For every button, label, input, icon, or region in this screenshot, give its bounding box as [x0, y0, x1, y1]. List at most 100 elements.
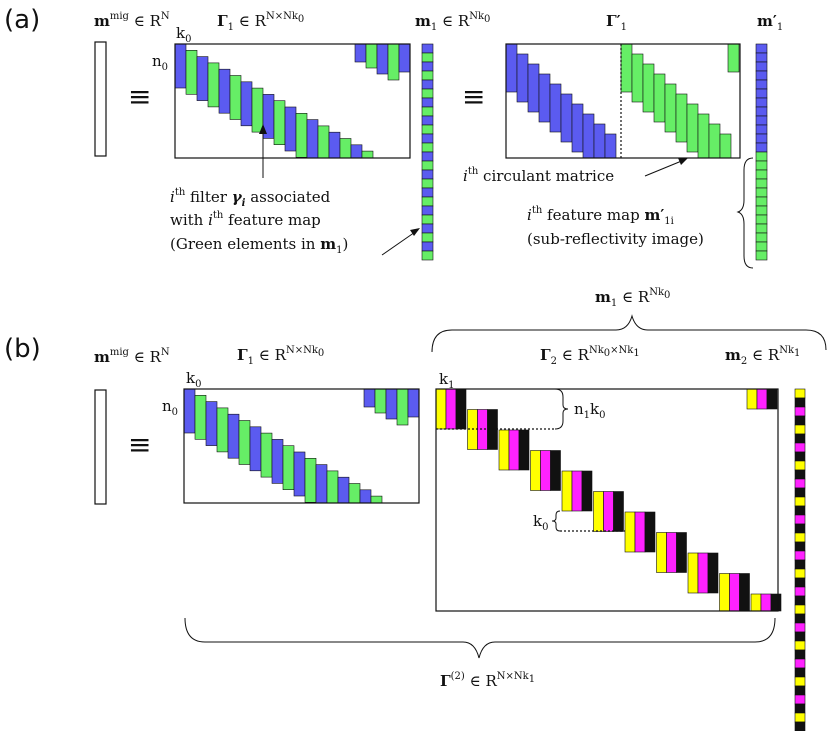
- m2-element: [794, 685, 806, 696]
- m1-prime-element: [755, 169, 768, 180]
- gamma2-matrix: [435, 388, 779, 612]
- feature-note-line2: (sub-reflectivity image): [527, 230, 704, 248]
- band-cell: [339, 138, 352, 159]
- m2-element: [794, 451, 806, 462]
- gamma2-cell: [687, 552, 699, 594]
- m-mig-vector-b: [94, 389, 107, 505]
- circulant-green-cell: [686, 103, 699, 153]
- k0-label-a: k0: [176, 24, 191, 45]
- m2-element: [794, 559, 806, 570]
- gamma2-cell: [719, 573, 730, 612]
- m1-element: [421, 214, 434, 225]
- circulant-arrow-head: [678, 158, 688, 165]
- m2-element: [794, 487, 806, 498]
- circulant-green-cell: [719, 133, 732, 159]
- circulant-blue-cell: [582, 113, 595, 159]
- m2-element: [794, 721, 806, 731]
- band-cell: [359, 489, 372, 504]
- band-cell: [361, 150, 374, 159]
- m1-prime-element: [755, 97, 768, 108]
- m2-element: [794, 460, 806, 471]
- filter-arrow-head: [259, 124, 267, 134]
- m2-label: m2 ∈ RNk1: [725, 345, 800, 367]
- m1-prime-element: [755, 43, 768, 54]
- m1-element: [421, 133, 434, 144]
- wrap-cell: [374, 388, 387, 414]
- m-mig-label-b: mmig ∈ RN: [94, 347, 170, 366]
- m1-brace-top: [431, 314, 827, 353]
- band-cell: [249, 426, 262, 472]
- gamma2-wrap-cell: [746, 388, 758, 410]
- band-cell: [205, 401, 218, 446]
- gamma2-cell: [561, 470, 573, 512]
- gamma2-cell: [498, 429, 510, 471]
- gamma1-prime-circulant-cells: [505, 43, 740, 159]
- filter-note-line1: ith filter γi associated: [170, 187, 331, 209]
- m2-element: [794, 649, 806, 660]
- m2-vector-cells: [794, 388, 806, 731]
- m1-prime-element: [755, 241, 768, 252]
- m2-element: [794, 469, 806, 480]
- gamma2-cell: [455, 388, 467, 430]
- m2-element: [794, 397, 806, 408]
- band-cell: [216, 407, 229, 453]
- m1-element: [421, 70, 434, 81]
- gamma2-cell: [445, 388, 457, 430]
- m2-element: [794, 604, 806, 615]
- band-cell: [227, 413, 240, 459]
- band-cell: [196, 56, 209, 101]
- gamma2-total-brace: [184, 617, 776, 659]
- m1-element: [421, 223, 434, 234]
- k0-label-b: k0: [186, 369, 201, 390]
- m2-element: [794, 478, 806, 489]
- gamma2-cell: [760, 593, 772, 612]
- m1-element: [421, 169, 434, 180]
- band-cell: [185, 49, 198, 95]
- n0-label-b: n0: [162, 397, 178, 418]
- m1-prime-vector-cells: [755, 43, 768, 261]
- gamma2-cell: [593, 491, 604, 532]
- circulant-green-cell: [620, 43, 633, 93]
- circulant-arrow: [644, 159, 685, 177]
- m2-element: [794, 568, 806, 579]
- band-cell: [337, 476, 350, 504]
- m2-element: [794, 424, 806, 435]
- gamma2-cell: [739, 573, 750, 612]
- band-cell: [240, 81, 253, 127]
- m1-prime-element: [755, 106, 768, 117]
- band-cell: [306, 119, 319, 159]
- band-cell: [273, 100, 286, 145]
- gamma2-cell: [518, 429, 530, 471]
- m1-element: [421, 205, 434, 216]
- m-mig-label: mmig ∈ RN: [94, 11, 170, 30]
- m2-element: [794, 496, 806, 507]
- circulant-green-cell: [697, 113, 710, 159]
- gamma2-cell: [707, 552, 719, 594]
- equiv-symbol-a2: ≡: [462, 80, 485, 113]
- circulant-green-cell: [708, 123, 721, 159]
- band-cell: [326, 470, 339, 504]
- circulant-blue-cell: [593, 123, 606, 159]
- wrap-cell: [363, 388, 376, 408]
- circulant-blue-cell: [604, 133, 617, 159]
- band-cell: [218, 68, 231, 114]
- gamma1-matrix-b: [183, 388, 420, 504]
- m1-element: [421, 61, 434, 72]
- gamma2-wrap-cell: [756, 388, 768, 410]
- m2-element: [794, 613, 806, 624]
- feature-map-brace: [736, 157, 754, 269]
- panel-a-label: (a): [4, 5, 40, 35]
- feature-note-line1: ith feature map m′1i: [527, 205, 674, 227]
- equiv-symbol-b: ≡: [128, 428, 151, 461]
- m2-element: [794, 433, 806, 444]
- panel-a: (a) mmig ∈ RN Γ1 ∈ RN×Nk0 m1 ∈ RNk0 Γ′1 …: [4, 5, 783, 269]
- circulant-green-cell: [675, 93, 688, 143]
- circulant-wrap-cell: [727, 43, 740, 73]
- m1-prime-element: [755, 232, 768, 243]
- wrap-cell: [365, 43, 378, 69]
- circulant-green-cell: [653, 73, 666, 123]
- band-cell: [194, 394, 207, 440]
- k1-label: k1: [439, 370, 454, 391]
- band-cell: [348, 483, 361, 504]
